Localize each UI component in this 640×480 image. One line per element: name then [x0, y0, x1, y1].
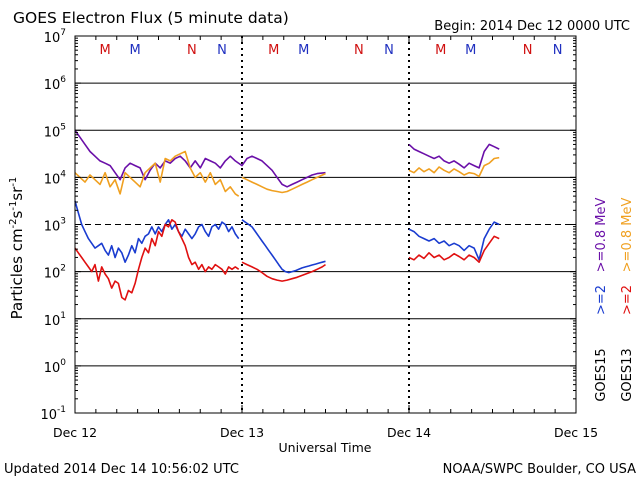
- y-label-base: Particles cm: [8, 228, 26, 319]
- series-2-segment-0: [74, 200, 240, 264]
- grid-layer: [75, 36, 576, 413]
- y-tick-base: 10: [44, 78, 61, 93]
- footer-updated: Updated 2014 Dec 14 10:56:02 UTC: [4, 462, 239, 477]
- series-3-segment-0: [74, 219, 240, 301]
- right-legend: >=0.8 MeV >=0.8 MeV >=2 >=2 GOES15 GOES13: [594, 198, 635, 402]
- y-tick-base: 10: [44, 267, 61, 282]
- footer-source: NOAA/SWPC Boulder, CO USA: [443, 462, 636, 477]
- series-1-segment-1: [241, 172, 326, 194]
- y-label-mid-2: sr: [8, 186, 26, 201]
- series-0-segment-1: [408, 143, 500, 169]
- y-tick-base: 10: [44, 125, 61, 140]
- legend-entry-0: >=0.8 MeV: [594, 198, 609, 273]
- x-tick-label-0: Dec 12: [53, 425, 97, 440]
- y-tick-sup: -1: [57, 405, 66, 415]
- y-tick-base: 10: [40, 408, 57, 423]
- marker-1: M: [130, 43, 141, 58]
- y-label-exp-2: -1: [8, 201, 19, 211]
- y-tick-sup: 4: [60, 169, 66, 179]
- series-2-segment-2: [408, 221, 500, 261]
- y-tick-sup: 2: [60, 264, 66, 274]
- series-1-segment-0: [74, 150, 240, 197]
- x-tick-label-2: Dec 14: [387, 425, 431, 440]
- legend-entry-3: >=2: [620, 285, 635, 315]
- y-tick-label-0: 107: [44, 28, 66, 46]
- series-3-segment-1: [241, 261, 326, 282]
- marker-7: N: [384, 43, 394, 58]
- y-tick-label-5: 102: [44, 264, 66, 282]
- marker-2: N: [187, 43, 197, 58]
- y-tick-label-6: 101: [44, 311, 66, 329]
- marker-4: M: [268, 43, 279, 58]
- y-tick-sup: 0: [60, 358, 66, 368]
- y-tick-sup: 6: [60, 75, 66, 85]
- y-label-mid-1: s: [8, 210, 26, 218]
- y-tick-base: 10: [44, 31, 61, 46]
- y-tick-base: 10: [44, 220, 61, 235]
- legend-entry-4: GOES15: [594, 348, 609, 401]
- y-tick-sup: 7: [60, 28, 66, 38]
- y-tick-sup: 1: [60, 311, 66, 321]
- y-tick-label-7: 100: [44, 358, 67, 376]
- y-tick-label-4: 103: [44, 217, 66, 235]
- y-tick-label-2: 105: [44, 122, 66, 140]
- marker-0: M: [99, 43, 110, 58]
- y-tick-base: 10: [44, 314, 61, 329]
- marker-11: N: [553, 43, 563, 58]
- begin-label: Begin: 2014 Dec 12 0000 UTC: [434, 19, 630, 34]
- y-tick-sup: 5: [60, 122, 66, 132]
- legend-entry-2: >=2: [594, 285, 609, 315]
- x-tick-label-3: Dec 15: [554, 425, 598, 440]
- y-label-exp-3: -1: [8, 177, 19, 187]
- y-tick-sup: 3: [60, 217, 66, 227]
- marker-9: M: [465, 43, 476, 58]
- plot-frame: [74, 35, 577, 414]
- series-0-segment-0: [74, 129, 326, 188]
- marker-10: N: [523, 43, 533, 58]
- legend-entry-5: GOES13: [620, 348, 635, 401]
- marker-6: N: [354, 43, 364, 58]
- x-axis-label: Universal Time: [279, 440, 372, 455]
- y-tick-base: 10: [44, 361, 61, 376]
- chart-title: GOES Electron Flux (5 minute data): [13, 9, 289, 27]
- marker-8: M: [435, 43, 446, 58]
- series-layer: [74, 129, 500, 301]
- y-axis-label: Particles cm-2s-1sr-1: [8, 177, 26, 320]
- y-tick-base: 10: [44, 172, 61, 187]
- y-label-exp-1: -2: [8, 218, 19, 228]
- x-tick-label-1: Dec 13: [220, 425, 264, 440]
- marker-3: N: [217, 43, 227, 58]
- y-tick-label-3: 104: [44, 169, 67, 187]
- y-tick-label-1: 106: [44, 75, 67, 93]
- series-1-segment-2: [408, 156, 500, 178]
- y-tick-label-8: 10-1: [40, 405, 66, 423]
- series-2-segment-1: [241, 219, 326, 274]
- marker-5: M: [298, 43, 309, 58]
- legend-entry-1: >=0.8 MeV: [620, 198, 635, 273]
- series-3-segment-2: [408, 235, 500, 264]
